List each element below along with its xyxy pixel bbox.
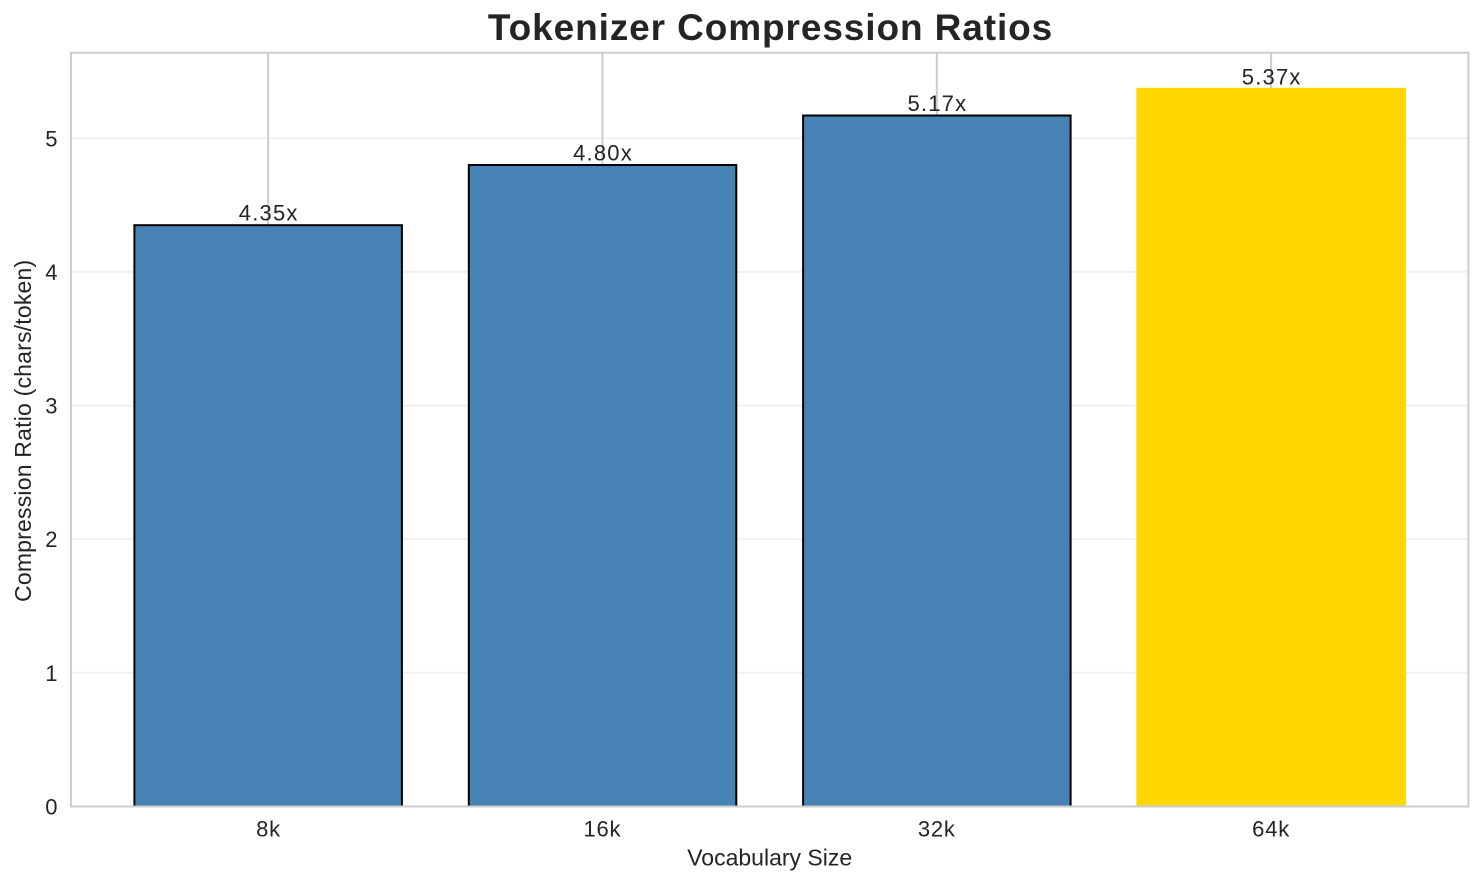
svg-text:4: 4	[45, 260, 57, 285]
svg-text:16k: 16k	[583, 817, 621, 842]
svg-text:4.35x: 4.35x	[239, 201, 299, 226]
svg-text:4.80x: 4.80x	[573, 141, 633, 166]
svg-text:5.37x: 5.37x	[1242, 64, 1302, 89]
svg-text:Compression Ratio (chars/token: Compression Ratio (chars/token)	[10, 260, 36, 602]
svg-text:Tokenizer Compression Ratios: Tokenizer Compression Ratios	[488, 7, 1053, 48]
svg-text:1: 1	[45, 661, 57, 686]
svg-text:Vocabulary Size: Vocabulary Size	[687, 845, 852, 871]
svg-text:5: 5	[45, 126, 57, 151]
svg-text:3: 3	[45, 394, 57, 419]
svg-text:0: 0	[45, 795, 57, 820]
svg-text:32k: 32k	[918, 817, 956, 842]
svg-text:64k: 64k	[1252, 817, 1290, 842]
svg-text:2: 2	[45, 527, 57, 552]
svg-text:5.17x: 5.17x	[907, 91, 967, 116]
svg-text:8k: 8k	[256, 817, 281, 842]
